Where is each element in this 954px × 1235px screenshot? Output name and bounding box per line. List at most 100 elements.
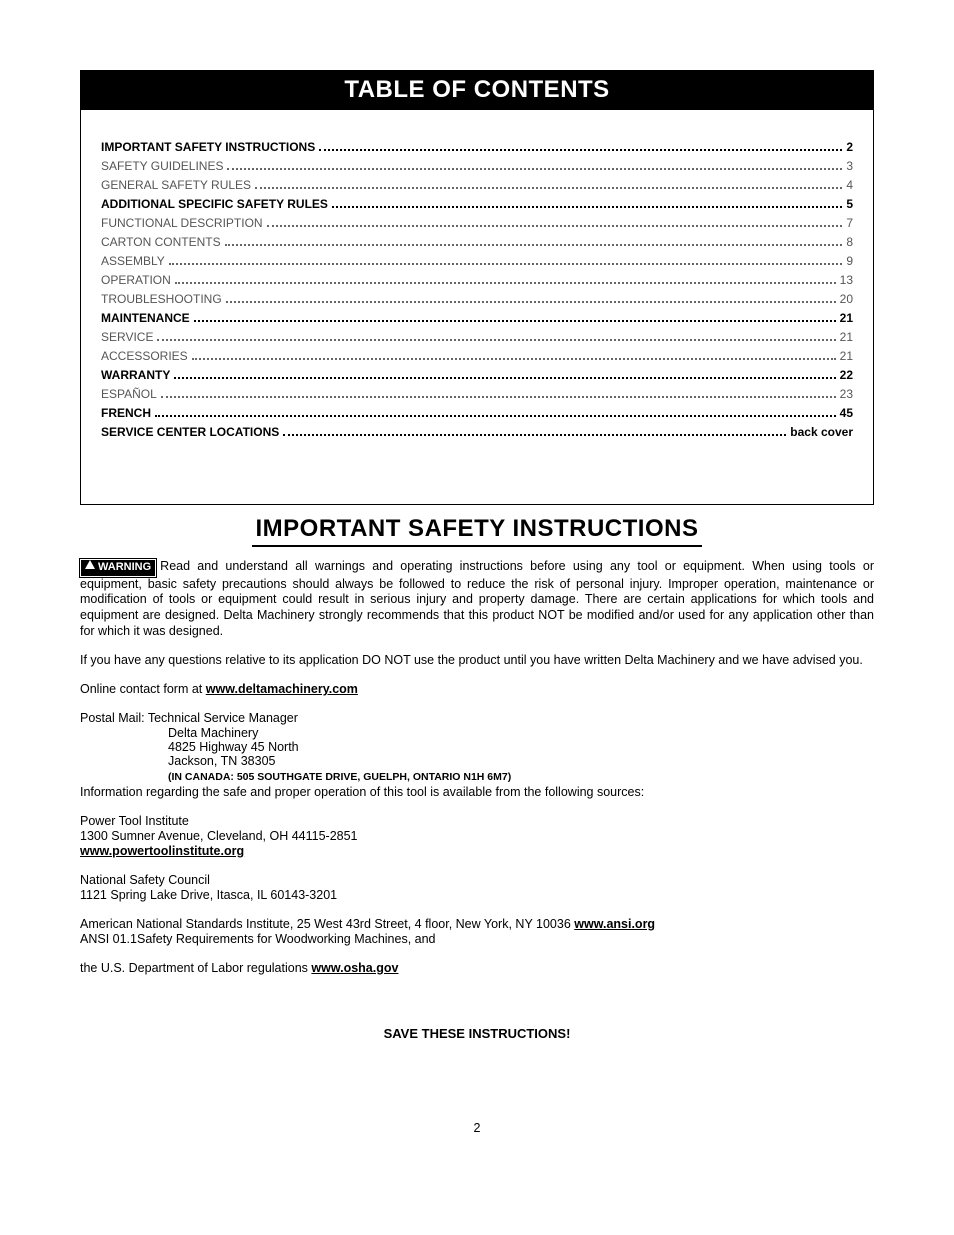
toc-label: FRENCH bbox=[101, 406, 151, 420]
toc-page: 23 bbox=[840, 387, 853, 401]
warning-badge: WARNING bbox=[80, 559, 156, 577]
toc-page: 5 bbox=[846, 197, 853, 211]
toc-container: IMPORTANT SAFETY INSTRUCTIONS 2 SAFETY GUI… bbox=[80, 110, 874, 505]
toc-dots bbox=[174, 377, 835, 379]
toc-dots bbox=[267, 225, 843, 227]
toc-entry: WARRANTY 22 bbox=[101, 368, 853, 382]
toc-label: SERVICE bbox=[101, 330, 153, 344]
toc-dots bbox=[226, 301, 836, 303]
toc-entry: FRENCH 45 bbox=[101, 406, 853, 420]
ansi-link[interactable]: www.ansi.org bbox=[574, 917, 655, 931]
ansi-block: American National Standards Institute, 2… bbox=[80, 917, 874, 947]
toc-entry: FUNCTIONAL DESCRIPTION 7 bbox=[101, 216, 853, 230]
toc-label: ACCESSORIES bbox=[101, 349, 188, 363]
toc-page: 9 bbox=[846, 254, 853, 268]
toc-entry: IMPORTANT SAFETY INSTRUCTIONS 2 bbox=[101, 140, 853, 154]
toc-label: OPERATION bbox=[101, 273, 171, 287]
nsc-addr: 1121 Spring Lake Drive, Itasca, IL 60143… bbox=[80, 888, 337, 902]
toc-dots bbox=[192, 358, 836, 360]
toc-label: SERVICE CENTER LOCATIONS bbox=[101, 425, 279, 439]
postal-line4: Jackson, TN 38305 bbox=[168, 754, 874, 768]
toc-page: back cover bbox=[790, 425, 853, 439]
toc-label: GENERAL SAFETY RULES bbox=[101, 178, 251, 192]
toc-dots bbox=[161, 396, 836, 398]
pti-addr: 1300 Sumner Avenue, Cleveland, OH 44115-… bbox=[80, 829, 358, 843]
osha-block: the U.S. Department of Labor regulations… bbox=[80, 961, 874, 976]
toc-dots bbox=[283, 434, 786, 436]
toc-label: ADDITIONAL SPECIFIC SAFETY RULES bbox=[101, 197, 328, 211]
toc-page: 3 bbox=[846, 159, 853, 173]
toc-entry: GENERAL SAFETY RULES 4 bbox=[101, 178, 853, 192]
toc-dots bbox=[194, 320, 836, 322]
warning-label: WARNING bbox=[98, 561, 151, 573]
toc-entry: SERVICE CENTER LOCATIONS back cover bbox=[101, 425, 853, 439]
toc-label: TROUBLESHOOTING bbox=[101, 292, 222, 306]
toc-page: 21 bbox=[840, 311, 853, 325]
nsc-name: National Safety Council bbox=[80, 873, 210, 887]
toc-dots bbox=[319, 149, 842, 151]
pti-block: Power Tool Institute 1300 Sumner Avenue,… bbox=[80, 814, 874, 859]
toc-page: 2 bbox=[846, 140, 853, 154]
ansi-prefix: American National Standards Institute, 2… bbox=[80, 917, 574, 931]
toc-entry: ACCESSORIES 21 bbox=[101, 349, 853, 363]
postal-line1: Postal Mail: Technical Service Manager bbox=[80, 711, 874, 725]
safety-para2: If you have any questions relative to it… bbox=[80, 653, 874, 668]
toc-header: TABLE OF CONTENTS bbox=[80, 70, 874, 110]
info-line: Information regarding the safe and prope… bbox=[80, 785, 874, 800]
toc-dots bbox=[255, 187, 842, 189]
canada-note: (IN CANADA: 505 SOUTHGATE DRIVE, GUELPH,… bbox=[168, 771, 874, 783]
toc-entry: ADDITIONAL SPECIFIC SAFETY RULES 5 bbox=[101, 197, 853, 211]
postal-line3: 4825 Highway 45 North bbox=[168, 740, 874, 754]
toc-dots bbox=[225, 244, 843, 246]
toc-label: FUNCTIONAL DESCRIPTION bbox=[101, 216, 263, 230]
toc-entry: TROUBLESHOOTING 20 bbox=[101, 292, 853, 306]
osha-link[interactable]: www.osha.gov bbox=[311, 961, 398, 975]
toc-page: 4 bbox=[846, 178, 853, 192]
online-prefix: Online contact form at bbox=[80, 682, 206, 696]
toc-dots bbox=[175, 282, 836, 284]
safety-para1: WARNINGRead and understand all warnings … bbox=[80, 559, 874, 639]
toc-entry: ESPAÑOL 23 bbox=[101, 387, 853, 401]
toc-page: 8 bbox=[846, 235, 853, 249]
safety-header-wrap: IMPORTANT SAFETY INSTRUCTIONS bbox=[80, 515, 874, 547]
online-contact: Online contact form at www.deltamachiner… bbox=[80, 682, 874, 697]
save-instructions: SAVE THESE INSTRUCTIONS! bbox=[80, 1026, 874, 1041]
delta-link[interactable]: www.deltamachinery.com bbox=[206, 682, 358, 696]
toc-label: MAINTENANCE bbox=[101, 311, 190, 325]
page-number: 2 bbox=[80, 1121, 874, 1135]
osha-prefix: the U.S. Department of Labor regulations bbox=[80, 961, 311, 975]
toc-label: ESPAÑOL bbox=[101, 387, 157, 401]
toc-entry: MAINTENANCE 21 bbox=[101, 311, 853, 325]
toc-dots bbox=[169, 263, 843, 265]
toc-page: 45 bbox=[840, 406, 853, 420]
toc-entry: ASSEMBLY 9 bbox=[101, 254, 853, 268]
toc-page: 21 bbox=[840, 330, 853, 344]
toc-entry: SERVICE 21 bbox=[101, 330, 853, 344]
toc-list: IMPORTANT SAFETY INSTRUCTIONS 2 SAFETY GUI… bbox=[101, 140, 853, 439]
toc-dots bbox=[332, 206, 842, 208]
nsc-block: National Safety Council 1121 Spring Lake… bbox=[80, 873, 874, 903]
toc-page: 13 bbox=[840, 273, 853, 287]
toc-dots bbox=[157, 339, 835, 341]
toc-page: 21 bbox=[840, 349, 853, 363]
safety-para1-text: Read and understand all warnings and ope… bbox=[80, 559, 874, 638]
ansi-line2: ANSI 01.1Safety Requirements for Woodwor… bbox=[80, 932, 436, 946]
toc-dots bbox=[155, 415, 836, 417]
postal-block: Postal Mail: Technical Service Manager D… bbox=[80, 711, 874, 783]
toc-page: 22 bbox=[840, 368, 853, 382]
toc-entry: CARTON CONTENTS 8 bbox=[101, 235, 853, 249]
toc-label: ASSEMBLY bbox=[101, 254, 165, 268]
safety-header: IMPORTANT SAFETY INSTRUCTIONS bbox=[252, 515, 703, 547]
toc-page: 20 bbox=[840, 292, 853, 306]
toc-entry: OPERATION 13 bbox=[101, 273, 853, 287]
pti-name: Power Tool Institute bbox=[80, 814, 189, 828]
toc-dots bbox=[227, 168, 842, 170]
toc-entry: SAFETY GUIDELINES 3 bbox=[101, 159, 853, 173]
toc-page: 7 bbox=[846, 216, 853, 230]
toc-label: SAFETY GUIDELINES bbox=[101, 159, 223, 173]
toc-label: WARRANTY bbox=[101, 368, 170, 382]
toc-label: IMPORTANT SAFETY INSTRUCTIONS bbox=[101, 140, 315, 154]
toc-label: CARTON CONTENTS bbox=[101, 235, 221, 249]
warning-triangle-icon bbox=[85, 560, 95, 569]
pti-link[interactable]: www.powertoolinstitute.org bbox=[80, 844, 244, 858]
